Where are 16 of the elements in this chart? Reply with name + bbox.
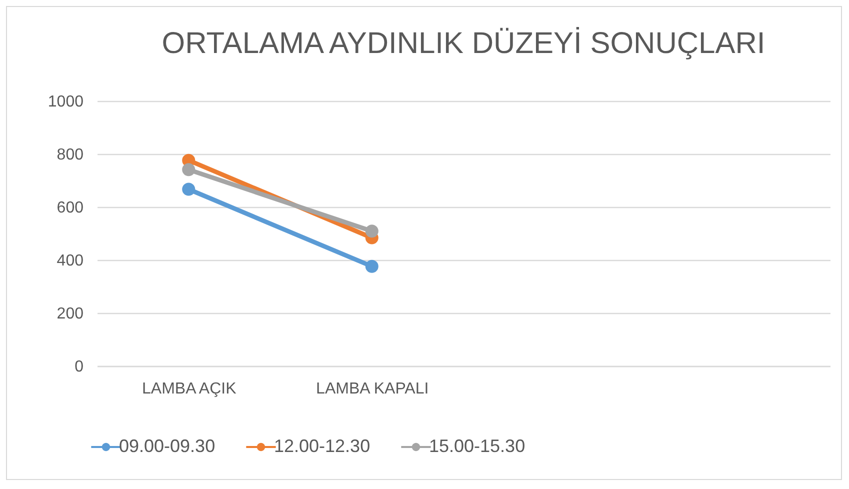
point: [365, 224, 378, 238]
point: [182, 182, 196, 196]
point: [182, 163, 196, 176]
y-tick-label: 800: [56, 146, 84, 164]
legend-label: 09.00-09.30: [119, 436, 216, 456]
y-tick-label: 200: [56, 306, 84, 322]
x-tick-label: LAMBA KAPALI: [316, 380, 429, 398]
legend-label: 15.00-15.30: [429, 436, 526, 456]
y-tick-label: 0: [74, 358, 84, 376]
x-tick-label: LAMBA AÇIK: [142, 380, 237, 398]
y-tick-label: 600: [56, 200, 84, 216]
legend-label: 12.00-12.30: [274, 436, 370, 456]
point: [365, 260, 378, 273]
chart-title: ORTALAMA AYDINLIK DÜZEYİ SONUÇLARI: [162, 26, 766, 60]
y-tick-label: 1000: [48, 94, 84, 110]
y-tick-label: 400: [56, 252, 84, 270]
